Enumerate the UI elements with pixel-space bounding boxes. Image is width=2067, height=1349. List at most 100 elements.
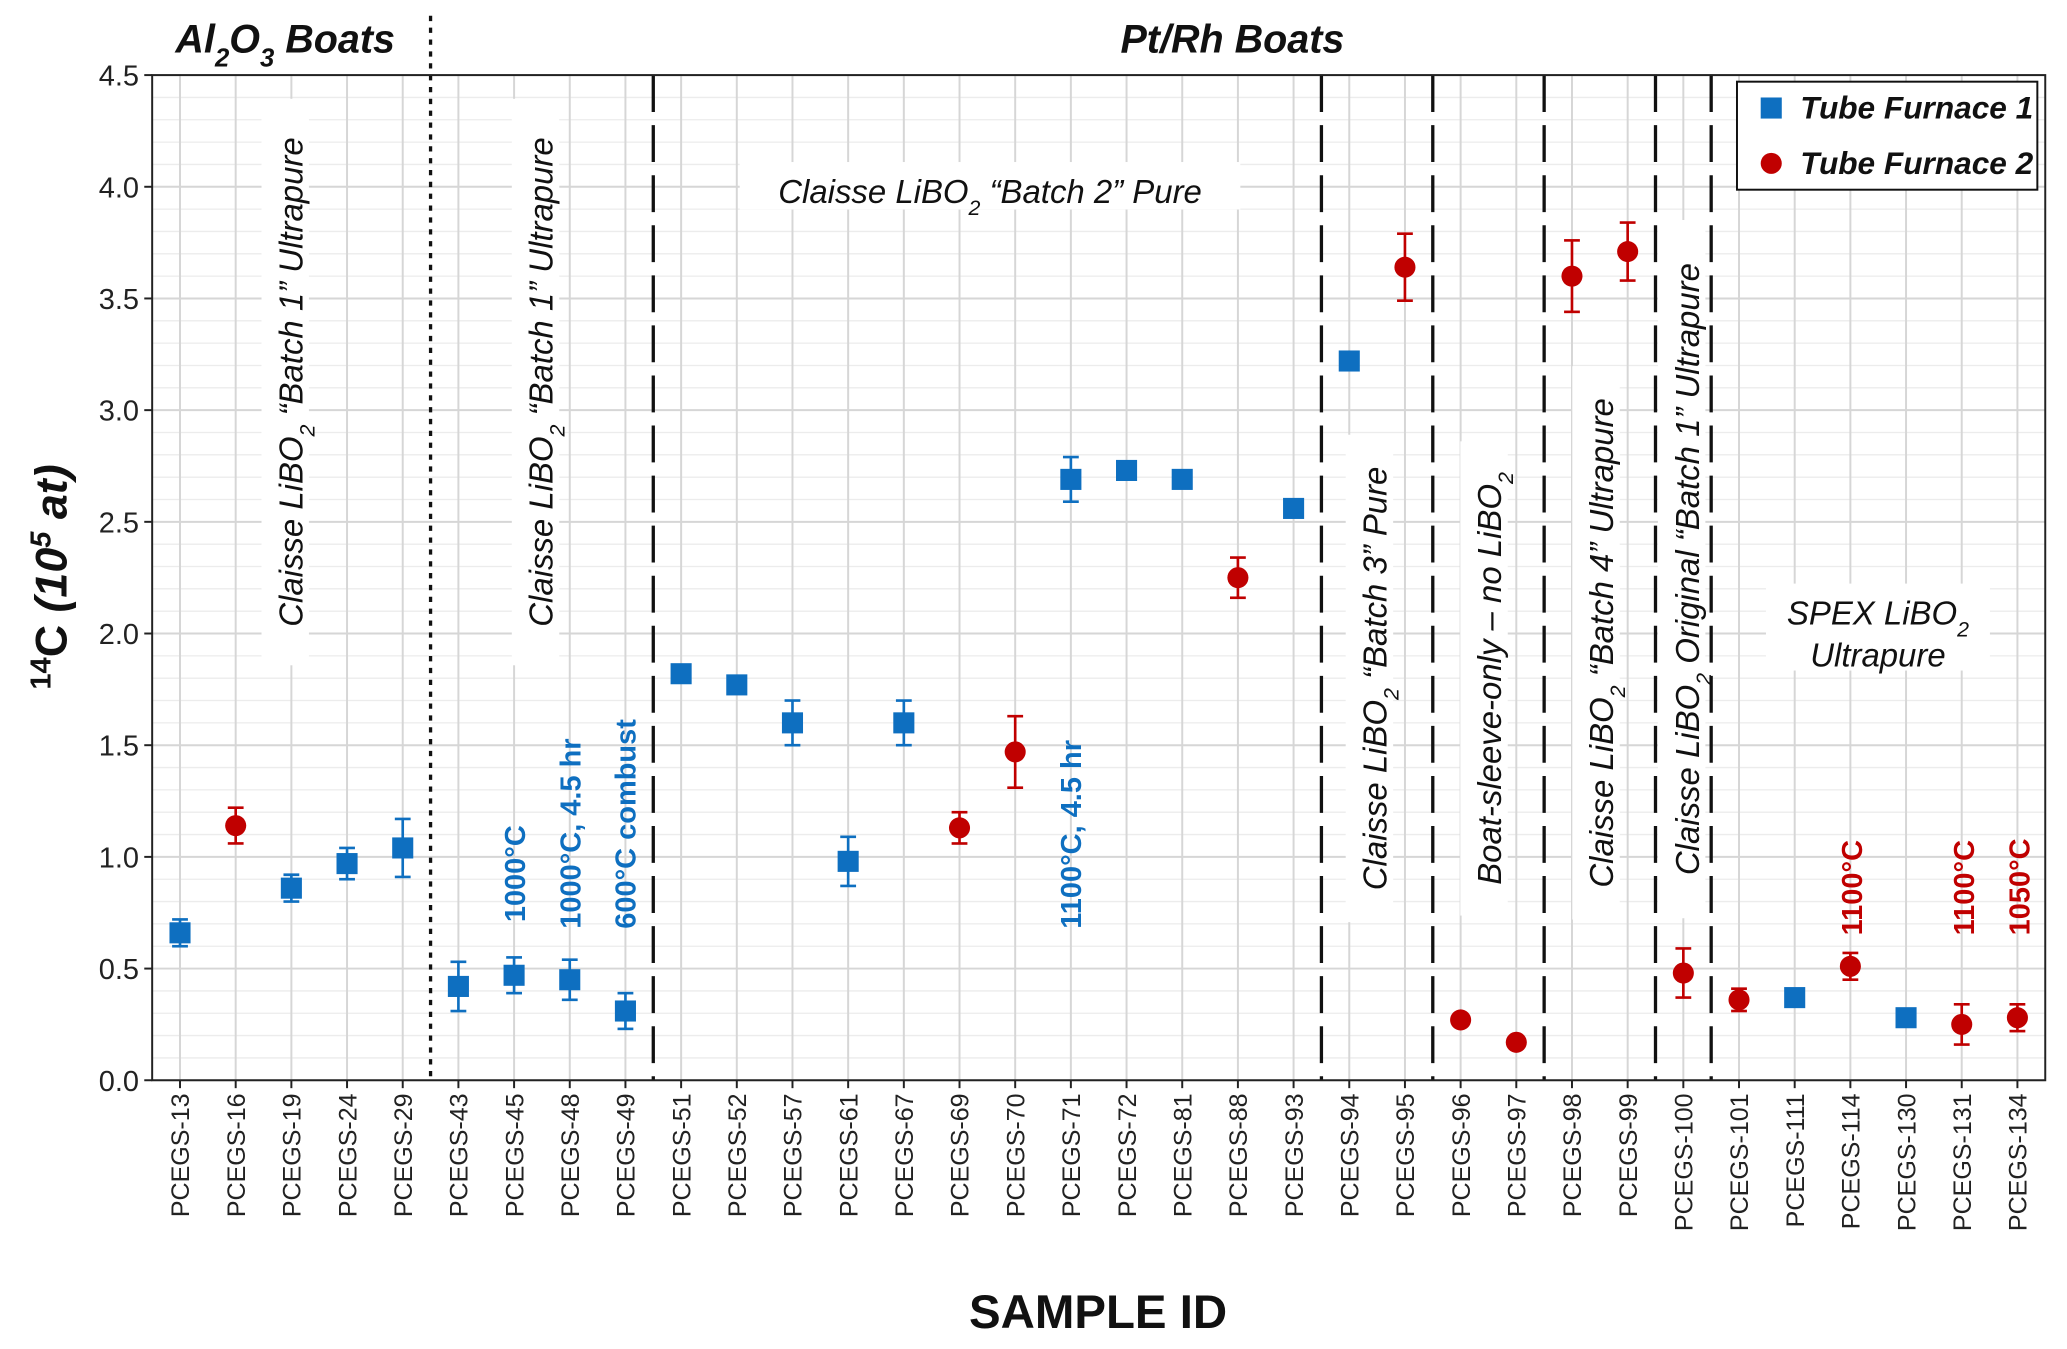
data-point-square <box>1171 468 1193 490</box>
data-point-circle <box>1561 265 1583 287</box>
data-point-square <box>1895 1007 1917 1029</box>
x-tick-label: PCEGS-57 <box>780 1093 808 1217</box>
data-point-square <box>614 1000 636 1022</box>
x-tick-label: PCEGS-100 <box>1671 1093 1699 1231</box>
x-tick-label: PCEGS-51 <box>668 1093 696 1217</box>
subscript: 2 <box>546 424 570 437</box>
superscript: 14 <box>26 656 58 689</box>
annotation: SPEX LiBO2 <box>1765 583 1990 671</box>
x-tick-label: PCEGS-45 <box>501 1093 529 1217</box>
data-point-square <box>447 975 469 997</box>
data-point-circle <box>1617 241 1639 263</box>
annotation-background <box>1572 366 1620 920</box>
y-axis-label: 14C (105 at) <box>26 464 77 689</box>
header-text: Boats <box>274 18 395 62</box>
x-tick-label: PCEGS-98 <box>1559 1093 1587 1217</box>
annotation-part: Claisse LiBO <box>778 173 968 210</box>
plot-frame <box>151 74 2047 1082</box>
subscript: 2 <box>1606 685 1630 698</box>
x-tick-label: PCEGS-130 <box>1893 1093 1921 1231</box>
annotation-part: “Batch 1” Ultrapure <box>272 137 309 424</box>
annotation-text: Claisse LiBO2 “Batch 3” Pure <box>1357 467 1404 891</box>
data-point-circle <box>1728 989 1750 1011</box>
annotation: Claisse LiBO2 “Batch 3” Pure <box>1345 434 1404 923</box>
data-point-square <box>837 850 859 872</box>
subscript: 2 <box>1692 673 1716 686</box>
temperature-label: 1100°C <box>1949 840 1981 935</box>
data-point-square <box>1060 468 1082 490</box>
header-text: Al <box>174 18 216 62</box>
header-text: O <box>229 18 260 62</box>
data-point-circle <box>1394 256 1416 278</box>
temperature-label: 1000°C, 4.5 hr <box>555 738 587 928</box>
data-point-square <box>336 853 358 875</box>
x-tick-label: PCEGS-16 <box>223 1093 251 1217</box>
annotation-part: “Batch 4” Ultrapure <box>1583 398 1620 685</box>
x-tick-label: PCEGS-49 <box>613 1093 641 1217</box>
y-label-part: C <box>27 612 77 657</box>
annotation-background <box>1345 434 1394 923</box>
x-tick-label: PCEGS-43 <box>446 1093 474 1217</box>
legend-label: Tube Furnace 2 <box>1800 145 2033 181</box>
annotation-background <box>261 98 309 666</box>
x-tick-label: PCEGS-131 <box>1949 1093 1977 1231</box>
temperature-label: 1050°C <box>2004 838 2036 935</box>
annotation-part: Ultrapure <box>1810 637 1945 674</box>
annotation-text: Claisse LiBO2 “Batch 2” Pure <box>778 173 1202 220</box>
x-tick-label: PCEGS-24 <box>334 1093 362 1217</box>
annotation-part: Claisse LiBO <box>1583 697 1620 887</box>
data-points <box>169 221 2028 1053</box>
data-point-circle <box>1672 962 1694 984</box>
annotation-part: Boat-sleeve-only – no LiBO <box>1471 484 1508 885</box>
data-point-square <box>1116 459 1138 481</box>
subscript: 2 <box>1494 472 1518 485</box>
subscript: 3 <box>260 45 274 73</box>
y-tick-label: 3.0 <box>99 396 139 428</box>
x-tick-label: PCEGS-101 <box>1726 1093 1754 1231</box>
data-point-square <box>1338 350 1360 372</box>
temperature-label: 1100°C <box>1837 840 1869 935</box>
data-point-square <box>503 964 525 986</box>
annotation-part: “Batch 1” Ultrapure <box>523 137 560 424</box>
x-tick-label: PCEGS-67 <box>891 1093 919 1217</box>
x-tick-label: PCEGS-13 <box>167 1093 195 1217</box>
header-text: Pt/Rh Boats <box>1120 18 1344 62</box>
legend-label: Tube Furnace 1 <box>1800 90 2033 126</box>
temperature-label: 600°C combust <box>611 719 643 929</box>
subscript: 2 <box>214 45 230 73</box>
group-header: Pt/Rh Boats <box>1120 18 1344 62</box>
data-point-square <box>670 663 692 685</box>
x-tick-label: PCEGS-114 <box>1838 1093 1866 1229</box>
data-point-square <box>1283 497 1305 519</box>
data-point-square <box>1784 987 1806 1009</box>
x-tick-label: PCEGS-70 <box>1002 1093 1030 1217</box>
subscript: 2 <box>1380 688 1404 701</box>
x-axis-label: SAMPLE ID <box>969 1286 1227 1339</box>
data-point-circle <box>1951 1013 1973 1035</box>
axes: 0.0 0.5 1.0 1.5 2.0 2.5 3.0 3.5 4.0 4.5 PCEGS-13 PC… <box>26 61 2033 1339</box>
data-point-square <box>893 712 915 734</box>
annotation-background <box>511 98 560 666</box>
data-point-circle <box>1505 1031 1527 1053</box>
x-tick-label: PCEGS-97 <box>1504 1093 1532 1217</box>
annotation-part: Claisse LiBO <box>272 436 309 626</box>
annotation-text: Claisse LiBO2 “Batch 1” Ultrapure <box>272 137 319 626</box>
group-separators <box>428 15 1713 1081</box>
subscript: 2 <box>1956 617 1969 641</box>
subscript: 2 <box>968 196 981 220</box>
annotation: Claisse LiBO2 “Batch 1” Ultrapure <box>261 98 319 666</box>
y-tick-label: 0.0 <box>99 1066 139 1098</box>
x-tick-label: PCEGS-52 <box>724 1093 752 1217</box>
legend-circle-icon <box>1760 152 1782 174</box>
x-tick-label: PCEGS-48 <box>557 1093 585 1217</box>
data-point-circle <box>2006 1007 2028 1029</box>
annotation-part: Claisse LiBO <box>523 436 560 626</box>
data-point-square <box>392 837 414 859</box>
y-tick-label: 3.5 <box>99 284 139 316</box>
data-point-circle <box>1227 567 1249 589</box>
data-point-square <box>781 712 804 734</box>
x-tick-label: PCEGS-19 <box>279 1093 307 1217</box>
annotation-background <box>1765 583 1990 671</box>
